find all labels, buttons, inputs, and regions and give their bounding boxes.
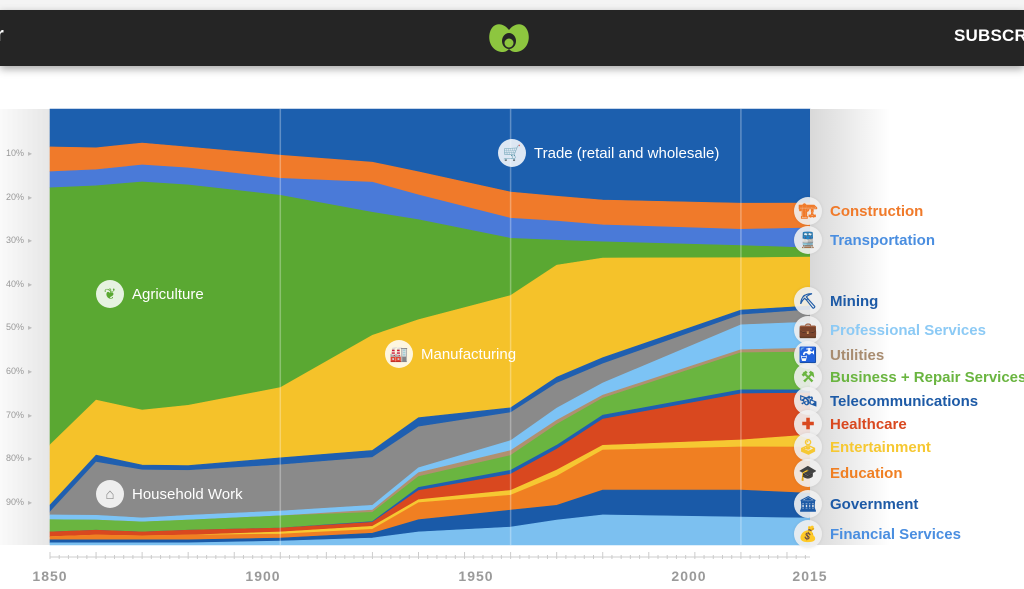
label-trade: 🛒 Trade (retail and wholesale) xyxy=(498,139,719,167)
y-tick-label: 70% xyxy=(6,410,42,420)
label-household-work-text: Household Work xyxy=(132,485,243,503)
y-tick-label: 50% xyxy=(6,322,42,332)
legend-label: Transportation xyxy=(830,231,936,249)
legend-label: Education xyxy=(830,464,903,482)
graduation-cap-icon: 🎓 xyxy=(794,459,822,487)
faucet-icon: 🚰 xyxy=(794,341,822,369)
legend-label: Mining xyxy=(830,292,879,310)
y-tick-label: 30% xyxy=(6,235,42,245)
y-tick-label: 80% xyxy=(6,453,42,463)
tools-icon: ⚒ xyxy=(794,363,822,391)
legend-label: Entertainment xyxy=(830,438,931,456)
train-icon: 🚆 xyxy=(794,226,822,254)
x-tick-label: 2015 xyxy=(792,568,828,584)
label-manufacturing-text: Manufacturing xyxy=(421,345,517,363)
joystick-icon: 🕹 xyxy=(794,433,822,461)
label-agriculture: ❦ Agriculture xyxy=(96,280,204,308)
legend-item-mining: ⛏ Mining xyxy=(794,287,878,315)
y-tick-label: 40% xyxy=(6,279,42,289)
subscribe-link[interactable]: SUBSCRI xyxy=(954,26,1024,45)
y-tick-label: 90% xyxy=(6,497,42,507)
crane-icon: 🏗 xyxy=(794,197,822,225)
page-top-strip xyxy=(0,0,1024,10)
y-tick-label: 60% xyxy=(6,366,42,376)
y-tick-label: 20% xyxy=(6,192,42,202)
legend-label: Business + Repair Services xyxy=(830,368,1024,386)
legend-item-transportation: 🚆 Transportation xyxy=(794,226,935,254)
legend-label: Government xyxy=(830,495,919,513)
legend-item-government: 🏛 Government xyxy=(794,490,918,518)
satellite-icon: 🛰 xyxy=(794,387,822,415)
legend-label: Healthcare xyxy=(830,415,907,433)
leaf-icon: ❦ xyxy=(96,280,124,308)
legend-item-telecommunications: 🛰 Telecommunications xyxy=(794,387,978,415)
legend-item-construction: 🏗 Construction xyxy=(794,197,923,225)
legend-item-utilities: 🚰 Utilities xyxy=(794,341,884,369)
label-trade-text: Trade (retail and wholesale) xyxy=(534,144,720,162)
label-manufacturing: 🏭 Manufacturing xyxy=(385,340,516,368)
legend-label: Telecommunications xyxy=(830,392,979,410)
legend-item-education: 🎓 Education xyxy=(794,459,903,487)
legend-item-professional-services: 💼 Professional Services xyxy=(794,316,986,344)
briefcase-icon: 💼 xyxy=(794,316,822,344)
legend-item-business-repair: ⚒ Business + Repair Services xyxy=(794,363,1024,391)
x-tick-label: 1950 xyxy=(458,568,494,584)
legend-label: Professional Services xyxy=(830,321,986,339)
y-tick-label: 10% xyxy=(6,148,42,158)
money-bag-icon: 💰 xyxy=(794,520,822,548)
site-header: r SUBSCRI xyxy=(0,10,1024,66)
house-icon: ⌂ xyxy=(96,480,124,508)
legend-item-entertainment: 🕹 Entertainment xyxy=(794,433,931,461)
legend-label: Construction xyxy=(830,202,924,220)
government-building-icon: 🏛 xyxy=(794,490,822,518)
site-logo-icon[interactable] xyxy=(487,22,531,54)
pickaxe-icon: ⛏ xyxy=(794,287,822,315)
legend-label: Utilities xyxy=(830,346,885,364)
x-tick-label: 2000 xyxy=(671,568,707,584)
legend-shadow xyxy=(810,109,890,545)
shopping-cart-icon: 🛒 xyxy=(498,139,526,167)
label-household-work: ⌂ Household Work xyxy=(96,480,243,508)
menu-icon[interactable]: r xyxy=(0,24,4,47)
legend-item-financial-services: 💰 Financial Services xyxy=(794,520,961,548)
x-tick-label: 1900 xyxy=(245,568,281,584)
factory-icon: 🏭 xyxy=(385,340,413,368)
x-tick-label: 1850 xyxy=(32,568,68,584)
label-agriculture-text: Agriculture xyxy=(132,285,204,303)
legend-label: Financial Services xyxy=(830,525,961,543)
